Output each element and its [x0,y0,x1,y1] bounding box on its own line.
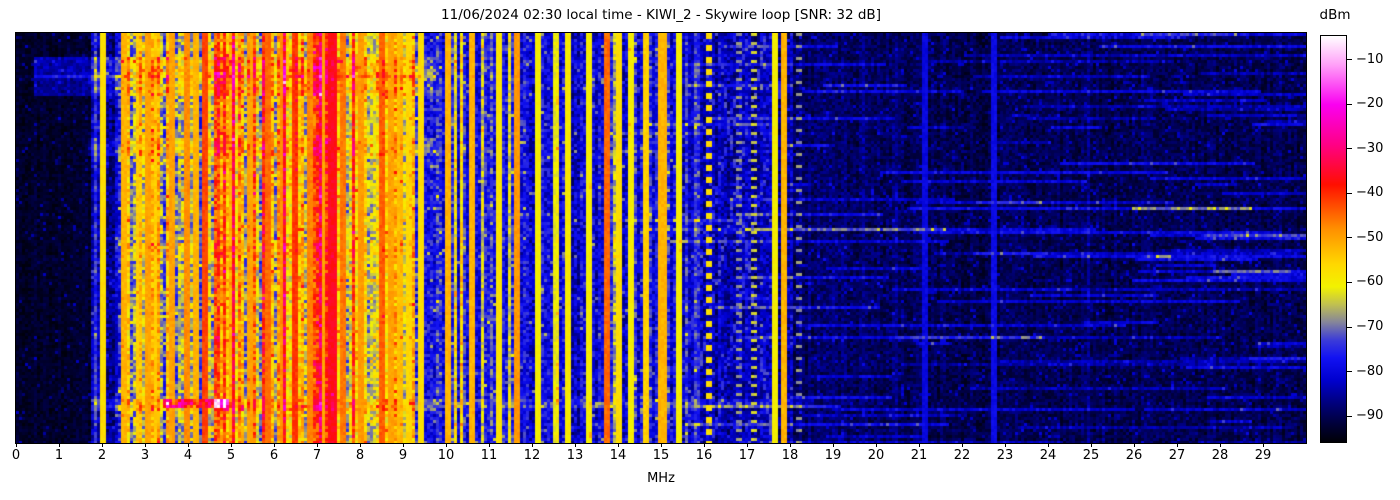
x-tick-label: 20 [867,448,885,463]
x-tick [359,443,361,447]
x-tick-label: 1 [54,448,64,463]
x-tick-label: 10 [437,448,455,463]
x-tick [187,443,189,447]
x-tick [316,443,318,447]
x-tick [789,443,791,447]
x-tick [101,443,103,447]
colorbar-tick [1347,415,1352,417]
x-tick [402,443,404,447]
colorbar-tick [1347,326,1352,328]
x-tick-label: 2 [97,448,107,463]
x-tick [531,443,533,447]
waterfall-canvas [16,33,1306,443]
x-tick [1004,443,1006,447]
x-tick-label: 16 [695,448,713,463]
x-tick-label: 12 [523,448,541,463]
x-tick [445,443,447,447]
colorbar-tick-label: −90 [1356,408,1384,424]
colorbar-unit-label: dBm [1319,7,1351,23]
x-tick-label: 4 [183,448,193,463]
plot-area [15,32,1307,444]
x-tick-label: 5 [226,448,236,463]
x-tick-label: 29 [1254,448,1272,463]
x-tick-label: 8 [355,448,365,463]
x-tick [1090,443,1092,447]
colorbar-tick-label: −30 [1356,140,1384,156]
x-tick-label: 0 [11,448,21,463]
x-tick [58,443,60,447]
x-tick [660,443,662,447]
x-tick-label: 6 [269,448,279,463]
colorbar-tick-label: −20 [1356,96,1384,112]
x-tick-label: 21 [910,448,928,463]
x-tick [703,443,705,447]
x-axis-label: MHz [647,471,675,486]
x-tick-label: 17 [738,448,756,463]
colorbar-tick-label: −70 [1356,319,1384,335]
x-tick-label: 3 [140,448,150,463]
x-tick [961,443,963,447]
x-tick [746,443,748,447]
x-tick-label: 26 [1125,448,1143,463]
colorbar-tick [1347,59,1352,61]
x-tick [1262,443,1264,447]
x-tick [1047,443,1049,447]
x-tick-label: 22 [953,448,971,463]
colorbar-tick [1347,281,1352,283]
x-tick [488,443,490,447]
x-tick-label: 14 [609,448,627,463]
x-tick [832,443,834,447]
colorbar-tick [1347,371,1352,373]
x-tick-label: 11 [480,448,498,463]
colorbar-tick-label: −50 [1356,229,1384,245]
x-tick-label: 24 [1039,448,1057,463]
colorbar [1320,35,1347,443]
x-tick-label: 18 [781,448,799,463]
x-tick-label: 15 [652,448,670,463]
x-tick [918,443,920,447]
x-tick [875,443,877,447]
x-tick-label: 28 [1211,448,1229,463]
x-tick [230,443,232,447]
x-tick [144,443,146,447]
colorbar-tick [1347,192,1352,194]
chart-title: 11/06/2024 02:30 local time - KIWI_2 - S… [441,7,881,23]
x-tick [574,443,576,447]
colorbar-tick [1347,237,1352,239]
colorbar-tick-label: −10 [1356,51,1384,67]
x-tick [273,443,275,447]
x-tick-label: 9 [398,448,408,463]
x-tick [1133,443,1135,447]
colorbar-tick [1347,103,1352,105]
x-tick-label: 25 [1082,448,1100,463]
colorbar-tick [1347,148,1352,150]
colorbar-tick-label: −60 [1356,274,1384,290]
x-tick-label: 19 [824,448,842,463]
x-tick [617,443,619,447]
x-tick [1176,443,1178,447]
x-tick-label: 13 [566,448,584,463]
x-tick [15,443,17,447]
colorbar-tick-label: −40 [1356,185,1384,201]
colorbar-tick-label: −80 [1356,363,1384,379]
x-tick-label: 27 [1168,448,1186,463]
x-tick-label: 23 [996,448,1014,463]
x-tick [1219,443,1221,447]
x-tick-label: 7 [312,448,322,463]
